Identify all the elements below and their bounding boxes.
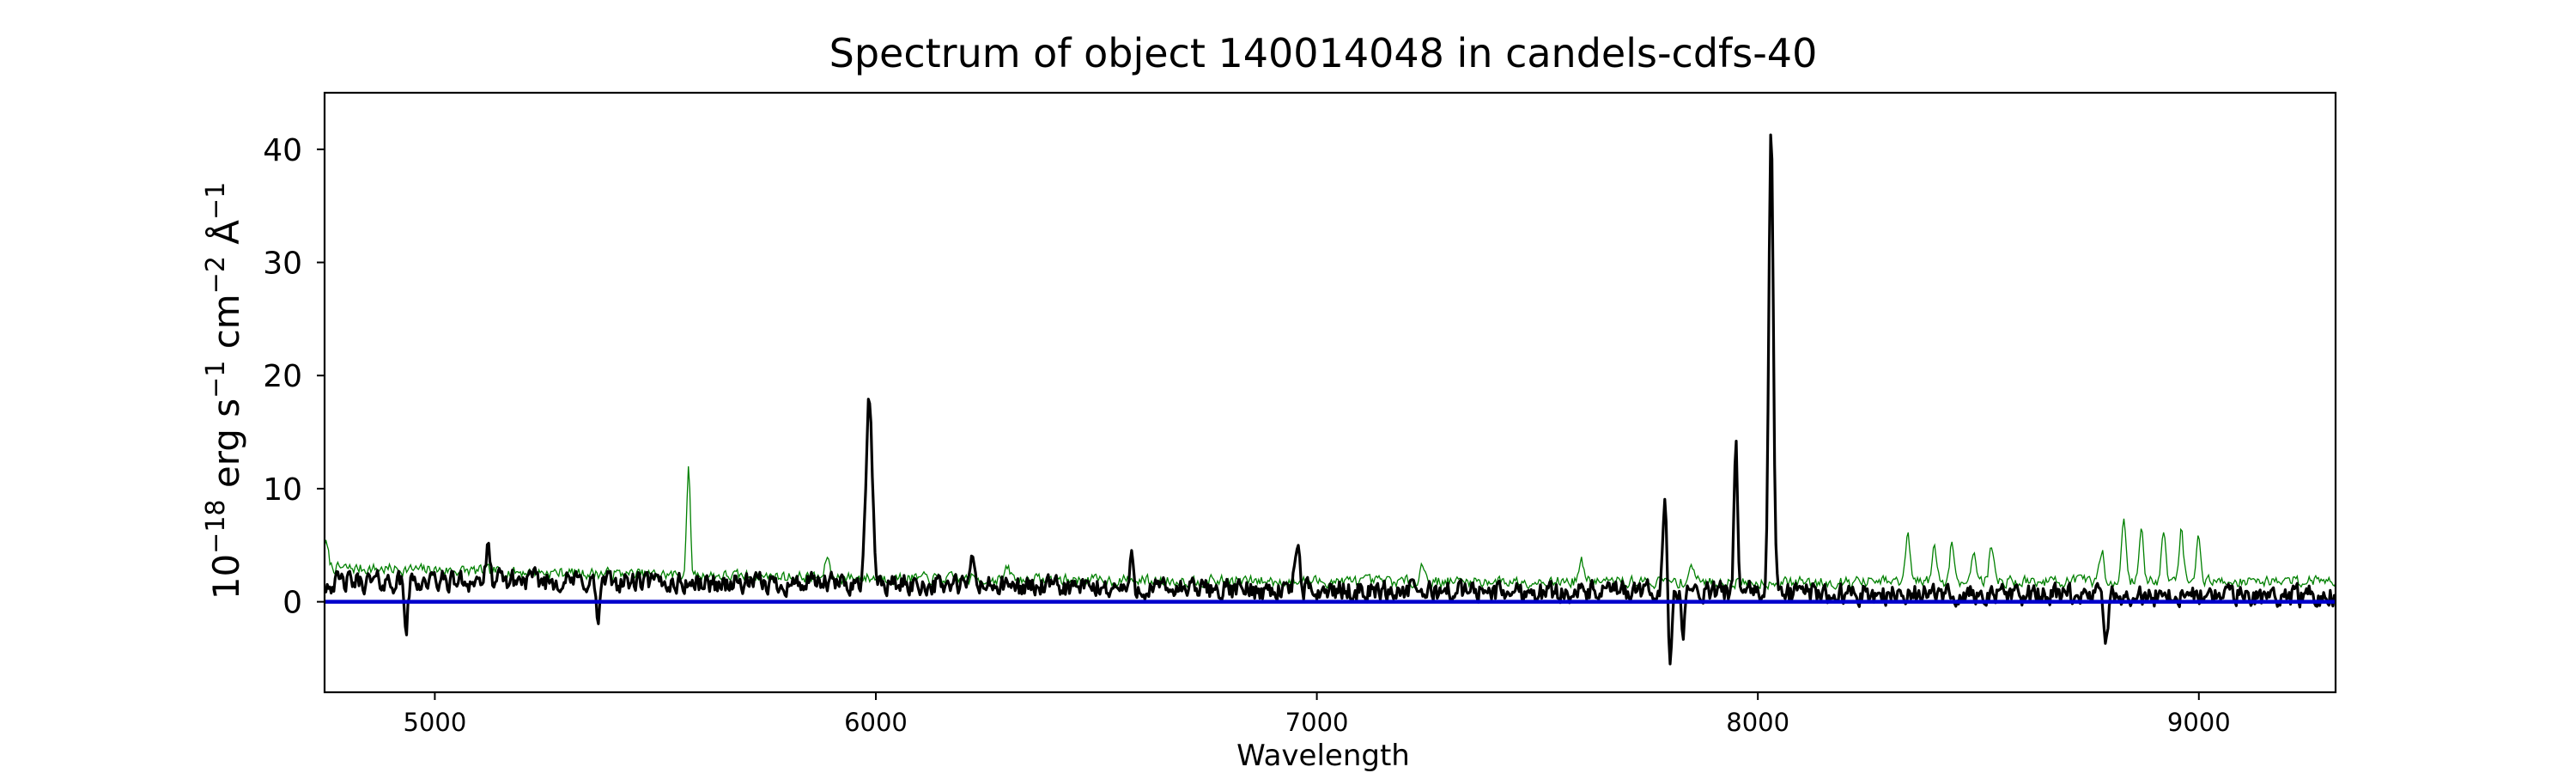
x-tick-label: 8000 bbox=[1726, 708, 1789, 737]
flux-spectrum-line bbox=[325, 133, 2336, 666]
x-tick-label: 6000 bbox=[844, 708, 908, 737]
axes-frame bbox=[323, 91, 2337, 694]
y-axis-label-text: 10−18 erg s−1 cm−2 Å−1 bbox=[201, 182, 248, 600]
x-axis-label: Wavelength bbox=[1236, 739, 1410, 773]
chart-title: Spectrum of object 140014048 in candels-… bbox=[829, 30, 1818, 76]
x-tick-label: 7000 bbox=[1285, 708, 1349, 737]
x-tick-label: 5000 bbox=[403, 708, 466, 737]
y-tick-label: 10 bbox=[263, 472, 302, 508]
plot-area: 5000 6000 7000 8000 9000 0 10 20 30 40 bbox=[263, 91, 2337, 737]
noise-spectrum-line bbox=[325, 466, 2336, 591]
y-axis-label: 10−18 erg s−1 cm−2 Å−1 bbox=[201, 182, 248, 600]
y-tick-label: 40 bbox=[263, 133, 302, 168]
plot-clip-group bbox=[325, 133, 2336, 666]
y-tick-label: 0 bbox=[283, 586, 302, 621]
x-tick-label: 9000 bbox=[2167, 708, 2231, 737]
y-tick-label: 30 bbox=[263, 247, 302, 282]
y-tick-label: 20 bbox=[263, 359, 302, 394]
